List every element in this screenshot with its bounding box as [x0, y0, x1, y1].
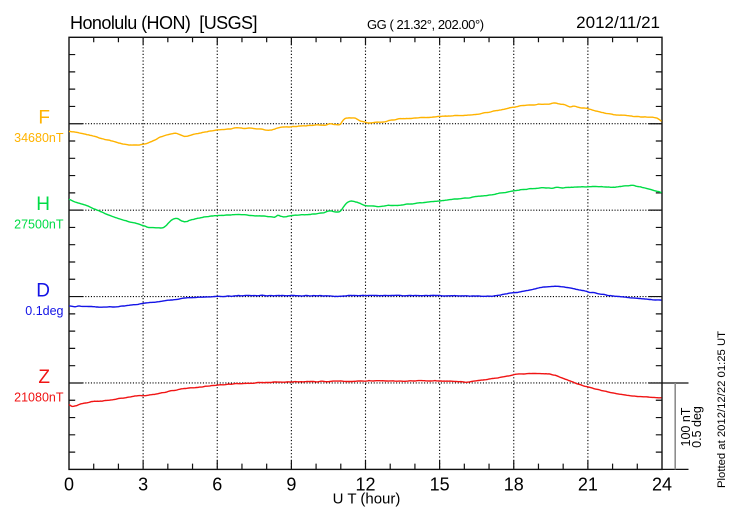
svg-text:15: 15 — [430, 475, 450, 495]
svg-text:2012/11/21: 2012/11/21 — [576, 13, 660, 32]
svg-text:12: 12 — [355, 475, 375, 495]
svg-text:Plotted at 2012/12/22 01:25 UT: Plotted at 2012/12/22 01:25 UT — [716, 331, 728, 488]
svg-text:3: 3 — [138, 475, 148, 495]
svg-text:Honolulu (HON) [USGS]: Honolulu (HON) [USGS] — [70, 13, 257, 33]
svg-text:21: 21 — [578, 475, 598, 495]
svg-text:F: F — [38, 108, 50, 129]
svg-text:D: D — [36, 281, 50, 302]
svg-text:0: 0 — [64, 475, 74, 495]
svg-text:21080nT: 21080nT — [14, 390, 64, 404]
svg-text:27500nT: 27500nT — [14, 217, 64, 231]
svg-text:18: 18 — [504, 475, 524, 495]
svg-text:100 nT0.5 deg: 100 nT0.5 deg — [679, 406, 704, 448]
svg-text:GG ( 21.32°, 202.00°): GG ( 21.32°, 202.00°) — [367, 17, 484, 32]
svg-text:U T (hour): U T (hour) — [333, 491, 401, 508]
svg-text:0.1deg: 0.1deg — [25, 304, 63, 318]
svg-text:Z: Z — [38, 367, 50, 388]
svg-text:9: 9 — [286, 475, 296, 495]
svg-text:34680nT: 34680nT — [14, 131, 64, 145]
svg-text:24: 24 — [652, 475, 672, 495]
svg-text:H: H — [36, 194, 50, 215]
svg-text:6: 6 — [212, 475, 222, 495]
